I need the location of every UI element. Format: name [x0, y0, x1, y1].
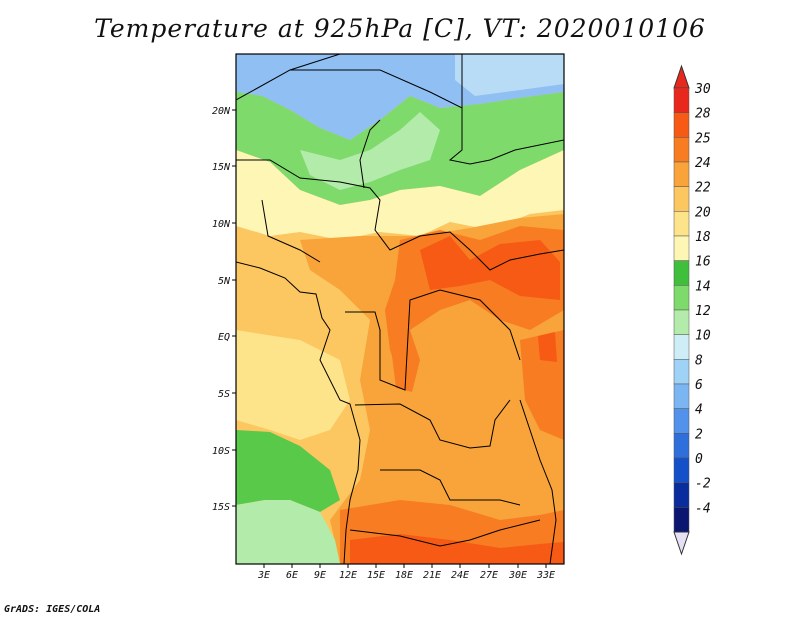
colorbar-label: 16 [695, 255, 711, 270]
colorbar-label: 14 [695, 279, 711, 294]
colorbar-arrow-bottom [673, 531, 690, 556]
colorbar-label: 18 [695, 230, 711, 245]
colorbar-label: 8 [695, 353, 703, 368]
field-south-lightgreen [236, 500, 340, 564]
temperature-field [236, 54, 564, 564]
colorbar-swatch [673, 408, 690, 434]
lon-label: 6E [286, 570, 298, 581]
colorbar-label: 24 [695, 156, 711, 171]
colorbar-label: 12 [695, 304, 711, 319]
lon-label: 9E [314, 570, 326, 581]
credit-text: GrADS: IGES/COLA [4, 604, 101, 615]
colorbar-swatch [673, 334, 690, 360]
country-borders [236, 54, 564, 564]
field-north-lightgreen [300, 112, 440, 190]
colorbar-label: 25 [695, 131, 711, 146]
colorbar-arrow-top [673, 64, 690, 89]
colorbar-swatch [673, 186, 690, 212]
colorbar-swatch [673, 112, 690, 138]
field-hot-lake [538, 332, 557, 362]
colorbar-label: 20 [695, 205, 711, 220]
colorbar-label: 28 [695, 107, 711, 122]
colorbar-swatch [673, 433, 690, 459]
lat-label: 20N [212, 106, 231, 117]
colorbar-label: -4 [695, 501, 711, 516]
colorbar-swatch [673, 457, 690, 483]
colorbar-swatch [673, 309, 690, 335]
field-hotter-central [420, 236, 560, 300]
lon-label: 21E [423, 570, 441, 581]
colorbar-swatch [673, 359, 690, 385]
map-frame [235, 53, 565, 565]
colorbar-label: 4 [695, 403, 703, 418]
lat-label: 15S [212, 502, 230, 513]
field-south-green [236, 430, 340, 512]
field-sahel [236, 150, 564, 240]
lon-label: 24E [451, 570, 469, 581]
colorbar-swatch [673, 161, 690, 187]
colorbar-swatch [673, 260, 690, 286]
colorbar-swatch [673, 87, 690, 113]
lat-axis: 20N 15N 10N 5N EQ 5S 10S 15S [212, 106, 231, 513]
lat-label: 15N [212, 162, 231, 173]
colorbar-swatch [673, 507, 690, 533]
colorbar-swatch [673, 137, 690, 163]
lon-label: 18E [395, 570, 413, 581]
lat-label: 5S [218, 389, 230, 400]
colorbar-label: 22 [695, 181, 711, 196]
colorbar-swatch [673, 383, 690, 409]
colorbar-swatch [673, 211, 690, 237]
lon-axis: 3E 6E 9E 12E 15E 18E 21E 24E 27E 30E 33E [257, 570, 555, 581]
lon-label: 12E [339, 570, 357, 581]
colorbar-label: -2 [695, 477, 711, 492]
lat-label: 10S [212, 446, 230, 457]
lon-label: 3E [257, 570, 270, 581]
colorbar-label: 10 [695, 329, 711, 344]
colorbar-swatch [673, 482, 690, 508]
colorbar-swatch [673, 235, 690, 261]
colorbar-label: 2 [695, 427, 703, 442]
field-hotter-south [350, 534, 564, 564]
colorbar-label: 0 [695, 452, 703, 467]
lon-label: 15E [367, 570, 385, 581]
lon-label: 30E [508, 570, 527, 581]
field-hot-congo [390, 330, 420, 392]
colorbar-swatch [673, 285, 690, 311]
lat-label: 10N [212, 219, 231, 230]
lon-ticks [263, 564, 547, 568]
chart-title: Temperature at 925hPa [C], VT: 202001010… [94, 14, 706, 43]
lon-label: 33E [536, 570, 555, 581]
field-atlantic [236, 330, 350, 440]
field-north-lightblue [455, 54, 564, 96]
lat-label: EQ [218, 332, 230, 343]
lat-label: 5N [218, 276, 231, 287]
colorbar-label: 6 [695, 378, 703, 393]
lon-label: 27E [480, 570, 498, 581]
lat-ticks [232, 109, 236, 507]
colorbar-label: 30 [694, 82, 711, 97]
